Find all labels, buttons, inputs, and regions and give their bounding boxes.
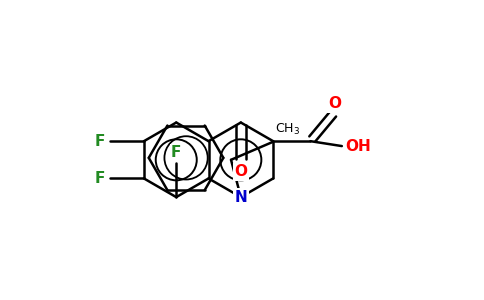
Text: N: N bbox=[234, 190, 247, 205]
Text: CH$_3$: CH$_3$ bbox=[275, 122, 300, 137]
Text: O: O bbox=[234, 164, 247, 179]
Text: F: F bbox=[171, 146, 182, 160]
Text: O: O bbox=[329, 96, 342, 111]
Text: F: F bbox=[94, 171, 105, 186]
Text: F: F bbox=[94, 134, 105, 149]
Text: OH: OH bbox=[345, 139, 371, 154]
